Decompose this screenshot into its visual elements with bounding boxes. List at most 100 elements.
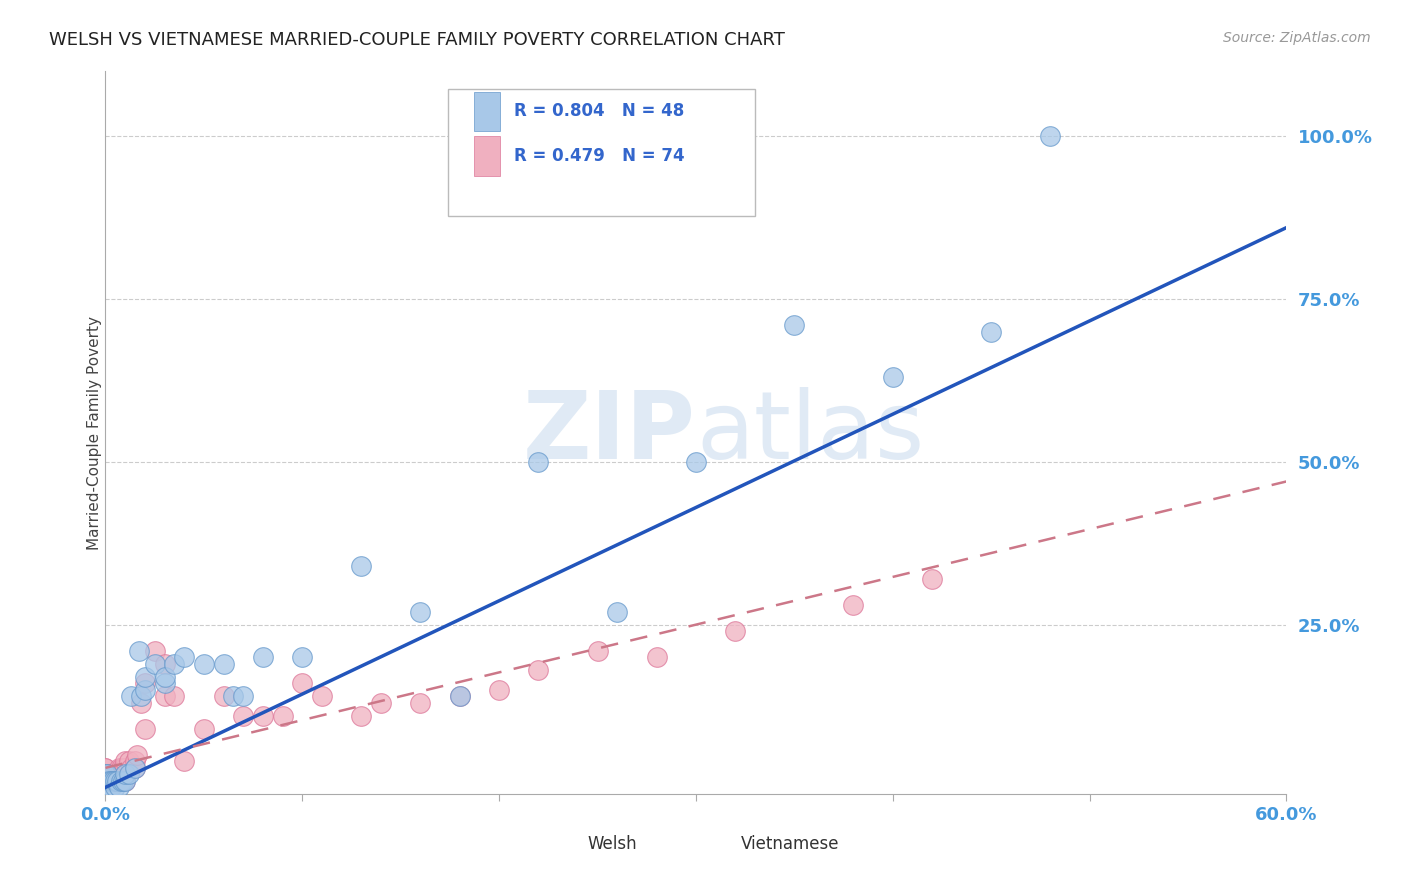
Text: ZIP: ZIP — [523, 386, 696, 479]
FancyBboxPatch shape — [449, 89, 755, 216]
Point — [104, 773, 127, 788]
Y-axis label: Married-Couple Family Poverty: Married-Couple Family Poverty — [87, 316, 101, 549]
Point — [100, 773, 122, 788]
Point — [409, 605, 432, 619]
Point — [114, 755, 136, 769]
Point — [124, 755, 146, 769]
FancyBboxPatch shape — [707, 835, 730, 855]
Point — [252, 708, 274, 723]
Point — [104, 773, 127, 788]
Point — [105, 773, 128, 788]
Point — [252, 650, 274, 665]
Point — [96, 767, 118, 781]
Point — [104, 773, 127, 788]
Point — [112, 773, 135, 788]
Point — [114, 773, 136, 788]
Point — [98, 780, 121, 795]
Point — [98, 780, 121, 795]
Point — [94, 767, 117, 781]
Point — [842, 598, 865, 612]
Point — [112, 767, 135, 781]
Point — [129, 696, 152, 710]
Text: R = 0.804   N = 48: R = 0.804 N = 48 — [515, 103, 685, 120]
Point — [124, 761, 146, 775]
Point — [193, 657, 215, 671]
Point — [96, 773, 118, 788]
Point — [94, 773, 117, 788]
Point — [153, 657, 176, 671]
Point — [96, 780, 118, 795]
Point — [724, 624, 747, 639]
Point — [212, 657, 235, 671]
Point — [108, 780, 131, 795]
FancyBboxPatch shape — [474, 136, 501, 176]
Point — [212, 690, 235, 704]
Point — [193, 722, 215, 736]
Point — [100, 767, 122, 781]
Text: R = 0.479   N = 74: R = 0.479 N = 74 — [515, 147, 685, 165]
Point — [94, 767, 117, 781]
Point — [685, 455, 707, 469]
Point — [103, 773, 125, 788]
Point — [134, 722, 156, 736]
Text: atlas: atlas — [696, 386, 924, 479]
Point — [291, 676, 314, 690]
Point — [96, 780, 118, 795]
Point — [100, 773, 122, 788]
Point — [118, 767, 141, 781]
Point — [114, 767, 136, 781]
Point — [96, 767, 118, 781]
Point — [143, 657, 166, 671]
Point — [108, 767, 131, 781]
Point — [128, 643, 150, 657]
Point — [134, 682, 156, 697]
Point — [291, 650, 314, 665]
Point — [105, 773, 128, 788]
Point — [173, 650, 195, 665]
Point — [980, 325, 1002, 339]
Point — [222, 690, 245, 704]
Point — [120, 761, 142, 775]
Point — [96, 767, 118, 781]
Point — [163, 657, 186, 671]
Point — [108, 773, 131, 788]
Point — [134, 670, 156, 684]
Point — [125, 747, 148, 762]
Point — [271, 708, 294, 723]
Point — [114, 767, 136, 781]
Point — [100, 780, 122, 795]
Point — [370, 696, 392, 710]
Point — [153, 690, 176, 704]
Point — [921, 572, 943, 586]
Point — [105, 767, 128, 781]
Point — [94, 780, 117, 795]
Point — [882, 370, 904, 384]
Point — [94, 767, 117, 781]
Point — [163, 690, 186, 704]
Point — [114, 761, 136, 775]
Point — [96, 780, 118, 795]
Point — [173, 755, 195, 769]
Text: Source: ZipAtlas.com: Source: ZipAtlas.com — [1223, 31, 1371, 45]
Point — [110, 761, 132, 775]
Point — [110, 767, 132, 781]
Point — [449, 690, 471, 704]
Point — [94, 761, 117, 775]
Point — [232, 690, 254, 704]
Point — [311, 690, 333, 704]
Point — [110, 773, 132, 788]
Point — [449, 690, 471, 704]
Point — [232, 708, 254, 723]
Point — [103, 767, 125, 781]
Point — [98, 773, 121, 788]
Point — [350, 559, 373, 574]
Point — [94, 780, 117, 795]
Point — [1039, 129, 1062, 144]
Text: WELSH VS VIETNAMESE MARRIED-COUPLE FAMILY POVERTY CORRELATION CHART: WELSH VS VIETNAMESE MARRIED-COUPLE FAMIL… — [49, 31, 785, 49]
Point — [112, 761, 135, 775]
Point — [350, 708, 373, 723]
Point — [124, 761, 146, 775]
Point — [108, 761, 131, 775]
Point — [129, 690, 152, 704]
Point — [94, 761, 117, 775]
